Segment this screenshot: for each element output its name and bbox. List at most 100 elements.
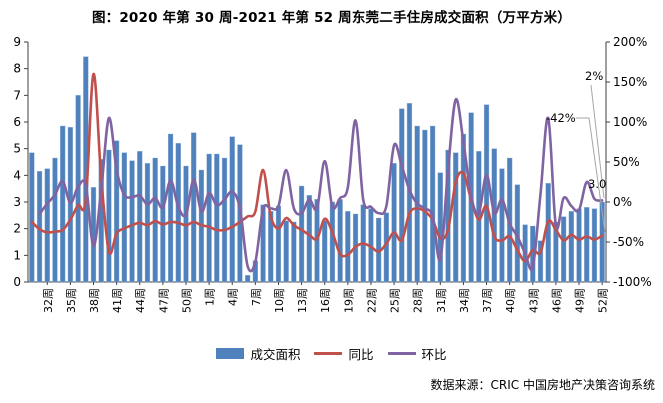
x-axis-label: 34周 — [458, 288, 471, 313]
annotation-label: 2% — [585, 69, 603, 83]
chart-title: 图：2020 年第 30 周-2021 年第 52 周东莞二手住房成交面积（万平… — [91, 10, 572, 26]
x-axis-label: 19周 — [342, 288, 355, 313]
x-axis-label: 35周 — [65, 288, 78, 313]
left-axis-label: 2 — [13, 222, 21, 236]
bar — [322, 220, 328, 283]
bar — [214, 153, 220, 283]
x-axis-label: 47周 — [157, 288, 170, 313]
bar — [137, 151, 143, 283]
x-axis-label: 7周 — [250, 288, 263, 306]
bar — [144, 163, 151, 283]
x-axis-label: 28周 — [412, 288, 425, 313]
bar — [576, 208, 582, 283]
bar — [298, 185, 305, 283]
bar-swatch-icon — [216, 348, 245, 359]
left-axis-label: 7 — [13, 88, 21, 102]
annotation-leader — [590, 84, 605, 199]
bar — [52, 157, 58, 283]
x-axis-label: 22周 — [365, 288, 378, 313]
left-axis-label: 8 — [13, 62, 21, 76]
right-axis-label: 50% — [613, 155, 640, 169]
bar — [283, 220, 289, 283]
bar — [568, 211, 574, 283]
x-axis-label: 52周 — [597, 288, 610, 313]
x-axis-label: 43周 — [527, 288, 540, 313]
bar — [329, 201, 336, 283]
bar — [44, 168, 50, 283]
source-note: 数据来源：CRIC 中国房地产决策咨询系统 — [430, 378, 655, 392]
annotation-label: -42% — [546, 111, 576, 125]
legend-item-wow: 环比 — [387, 344, 447, 363]
right-axis-label: 0% — [613, 195, 632, 209]
bar — [129, 160, 135, 283]
bar — [430, 125, 436, 283]
yoy-line — [30, 72, 604, 263]
x-axis-label: 16周 — [319, 288, 332, 313]
left-axis-label: 3 — [13, 195, 21, 209]
bar — [399, 108, 405, 283]
bar — [167, 133, 174, 283]
bar — [60, 125, 66, 283]
x-axis-label: 25周 — [389, 288, 402, 313]
bar — [483, 104, 490, 283]
x-axis-label: 38周 — [88, 288, 101, 313]
annotation-leader — [576, 117, 606, 233]
bar — [229, 136, 235, 283]
bar — [67, 127, 73, 283]
bar — [591, 208, 598, 283]
bar — [106, 149, 112, 283]
yoy-line-swatch-icon — [314, 352, 343, 355]
right-axis-label: -100% — [613, 275, 652, 289]
right-axis-label: 150% — [613, 75, 647, 89]
x-axis-label: 44周 — [134, 288, 147, 313]
right-axis-label: -50% — [613, 235, 644, 249]
left-axis-label: 0 — [13, 275, 21, 289]
bar — [561, 216, 567, 283]
legend: 成交面积 同比 环比 — [0, 344, 663, 363]
bar — [491, 148, 497, 283]
bar — [29, 152, 35, 283]
bar — [584, 207, 590, 283]
x-axis-label: 13周 — [296, 288, 309, 313]
bar — [537, 240, 544, 283]
bar — [453, 152, 459, 283]
right-axis-label: 200% — [613, 35, 647, 49]
bar — [345, 211, 351, 283]
left-axis-label: 4 — [13, 168, 21, 182]
bar — [221, 157, 228, 283]
bar — [545, 183, 551, 283]
bar — [291, 221, 297, 283]
wow-line — [38, 98, 604, 273]
annotation-label: 3.0 — [588, 177, 606, 191]
x-axis-label: 40周 — [504, 288, 517, 313]
x-axis-label: 46周 — [550, 288, 563, 313]
bar — [275, 205, 282, 283]
legend-label-area: 成交面积 — [250, 347, 301, 362]
bar — [121, 152, 127, 283]
left-axis-label: 5 — [13, 142, 21, 156]
bar — [306, 195, 312, 283]
legend-label-yoy: 同比 — [348, 347, 374, 362]
x-axis-label: 49周 — [574, 288, 587, 313]
x-axis-label: 41周 — [111, 288, 124, 313]
bar — [499, 168, 505, 283]
x-axis-label: 1周 — [204, 288, 217, 306]
bar — [260, 204, 266, 283]
legend-item-area: 成交面积 — [216, 344, 300, 363]
x-axis-label: 32周 — [42, 288, 55, 313]
bar — [437, 172, 443, 283]
x-axis-label: 4周 — [227, 288, 240, 306]
bar — [391, 163, 397, 283]
x-axis-label: 10周 — [273, 288, 286, 313]
bar — [191, 132, 197, 283]
left-axis-label: 6 — [13, 115, 21, 129]
bar — [206, 153, 212, 283]
x-axis-label: 31周 — [435, 288, 448, 313]
x-axis-label: 50周 — [180, 288, 193, 313]
right-axis-label: 100% — [613, 115, 647, 129]
legend-item-yoy: 同比 — [314, 344, 374, 363]
left-axis-label: 1 — [13, 248, 21, 262]
left-axis-label: 9 — [13, 35, 21, 49]
